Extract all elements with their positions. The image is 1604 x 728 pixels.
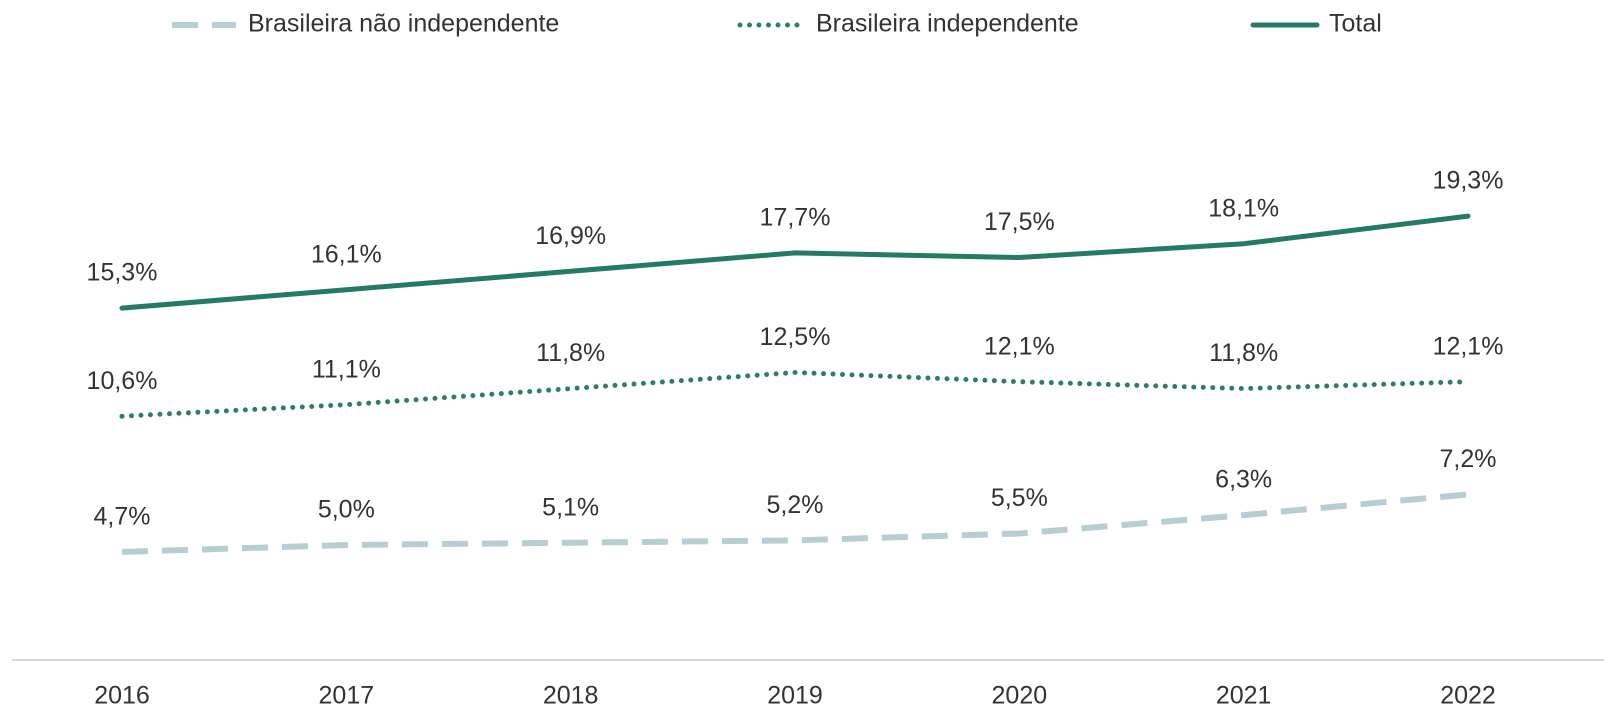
legend-label: Brasileira independente — [816, 10, 1079, 38]
data-label: 5,0% — [318, 496, 375, 524]
data-label: 4,7% — [94, 503, 151, 531]
series-line — [119, 369, 1471, 419]
x-tick-label: 2017 — [319, 682, 375, 710]
data-label: 12,1% — [1433, 332, 1504, 360]
data-label: 7,2% — [1440, 445, 1497, 473]
series-line — [119, 213, 1471, 311]
x-tick-label: 2021 — [1216, 682, 1272, 710]
data-label: 15,3% — [87, 259, 158, 287]
x-tick-label: 2022 — [1440, 682, 1496, 710]
data-label: 5,5% — [991, 484, 1048, 512]
data-label: 12,5% — [760, 323, 831, 351]
legend-label: Brasileira não independente — [248, 10, 559, 38]
data-label: 16,1% — [311, 240, 382, 268]
data-label: 5,1% — [542, 493, 599, 521]
data-label: 16,9% — [535, 222, 606, 250]
x-tick-label: 2018 — [543, 682, 599, 710]
data-label: 11,8% — [1209, 339, 1278, 367]
data-label: 12,1% — [984, 332, 1055, 360]
series-line — [121, 491, 1469, 555]
x-tick-label: 2019 — [767, 682, 823, 710]
data-label: 6,3% — [1215, 466, 1272, 494]
data-label: 11,1% — [312, 355, 381, 383]
data-label: 18,1% — [1208, 194, 1279, 222]
legend-label: Total — [1329, 10, 1382, 38]
data-label: 17,5% — [984, 208, 1055, 236]
data-label: 11,8% — [536, 339, 605, 367]
data-label: 17,7% — [760, 204, 831, 232]
x-tick-label: 2016 — [94, 682, 150, 710]
data-label: 5,2% — [767, 491, 824, 519]
data-label: 10,6% — [87, 367, 158, 395]
x-tick-label: 2020 — [992, 682, 1048, 710]
data-label: 19,3% — [1433, 167, 1504, 195]
